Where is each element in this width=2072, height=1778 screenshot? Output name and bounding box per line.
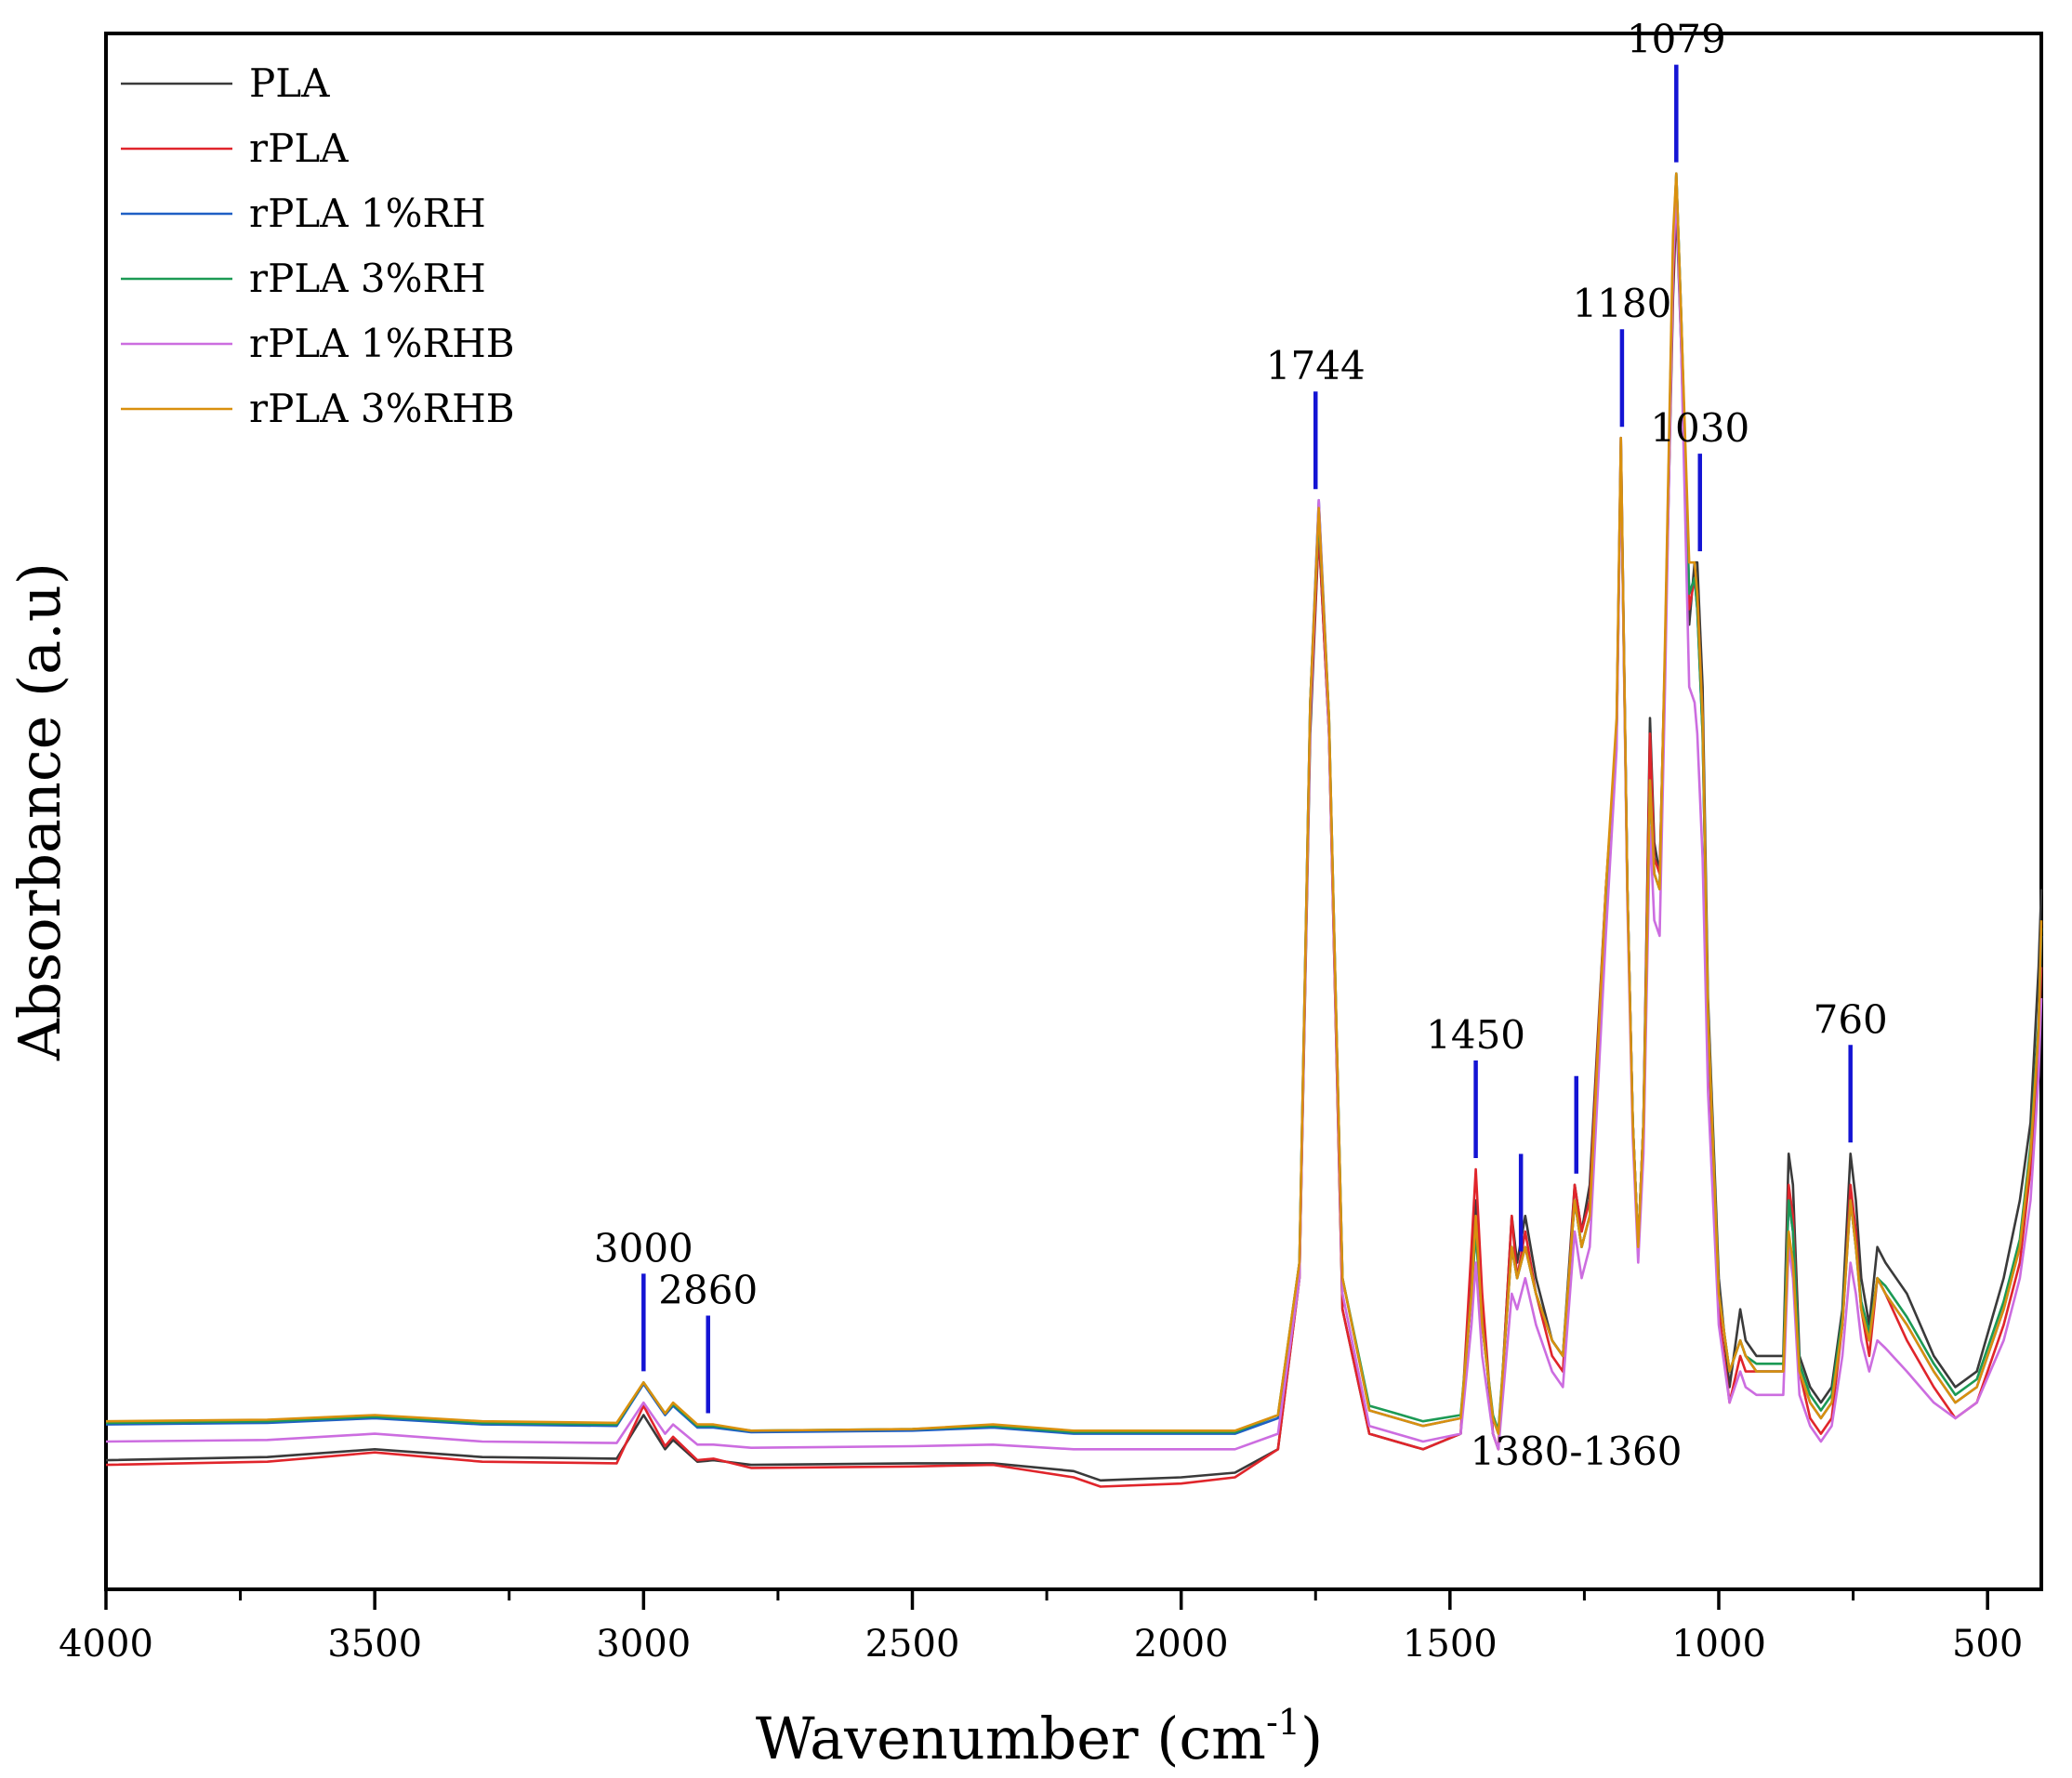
legend-label: rPLA 3%RHB bbox=[249, 386, 515, 431]
series-line-6 bbox=[105, 172, 2043, 1435]
series-line-5 bbox=[105, 188, 2043, 1451]
plot-frame bbox=[104, 32, 2043, 1591]
x-tick-label: 2500 bbox=[865, 1623, 960, 1666]
peak-label: 1079 bbox=[1627, 17, 1726, 62]
x-tick-label: 500 bbox=[1952, 1623, 2023, 1666]
x-axis-title-main: Wavenumber (cm bbox=[756, 1705, 1266, 1772]
x-axis-ticks: 4000 3500 3000 2500 2000 1500 1000 500 bbox=[59, 1589, 2023, 1666]
legend-label: PLA bbox=[249, 60, 330, 106]
x-axis-title-end: ) bbox=[1300, 1705, 1323, 1772]
peak-label: 1030 bbox=[1650, 405, 1749, 451]
series-line-2 bbox=[105, 188, 2043, 1488]
peak-label: 1450 bbox=[1426, 1012, 1525, 1058]
x-tick-label: 2000 bbox=[1134, 1623, 1229, 1666]
peak-label: 1180 bbox=[1572, 281, 1671, 326]
x-axis-title: Wavenumber (cm-1) bbox=[756, 1702, 1323, 1772]
x-tick-label: 4000 bbox=[59, 1623, 153, 1666]
peak-label: 3000 bbox=[594, 1225, 693, 1271]
series-layer bbox=[105, 172, 2043, 1488]
x-tick-label: 1000 bbox=[1671, 1623, 1766, 1666]
x-tick-label: 1500 bbox=[1403, 1623, 1498, 1666]
peak-label: 1744 bbox=[1266, 343, 1366, 389]
y-axis-title: Absorbance (a.u) bbox=[6, 562, 73, 1061]
x-tick-label: 3000 bbox=[596, 1623, 691, 1666]
peak-label: 1380-1360 bbox=[1471, 1429, 1683, 1474]
x-axis-title-superscript: -1 bbox=[1266, 1702, 1300, 1743]
legend-label: rPLA bbox=[249, 125, 349, 171]
legend-label: rPLA 1%RHB bbox=[249, 321, 515, 366]
legend-label: rPLA 3%RH bbox=[249, 256, 486, 301]
legend: PLA rPLA rPLA 1%RH rPLA 3%RH rPLA 1%RHB rPLA … bbox=[121, 60, 515, 431]
peak-label: 760 bbox=[1814, 996, 1888, 1042]
peak-label: 2860 bbox=[658, 1268, 758, 1313]
x-tick-label: 3500 bbox=[327, 1623, 422, 1666]
legend-label: rPLA 1%RH bbox=[249, 191, 486, 236]
